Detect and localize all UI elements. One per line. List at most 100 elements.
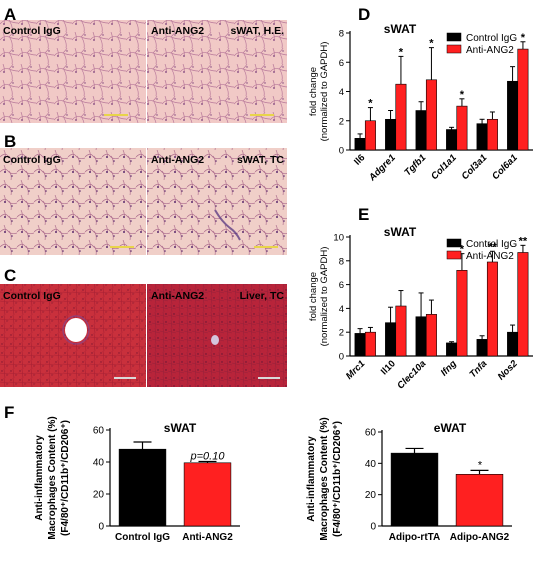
y-axis-label: (normalized to GAPDH) <box>319 42 330 142</box>
bar <box>476 123 488 151</box>
panel-letter: E <box>358 205 369 224</box>
histology-image-treatment <box>147 148 287 255</box>
y-tick-label: 4 <box>339 87 344 98</box>
histology-image-treatment <box>147 284 287 387</box>
y-tick-label: 20 <box>365 490 377 501</box>
panel-letter: A <box>4 5 16 24</box>
histology-image-control <box>0 20 146 123</box>
bar <box>425 79 437 151</box>
bar <box>364 120 376 151</box>
significance-marker: * <box>368 98 373 110</box>
x-tick-label: Il6 <box>352 152 367 167</box>
bar <box>425 314 437 357</box>
image-label-left: Control IgG <box>3 154 61 166</box>
y-tick-label: 8 <box>339 29 344 40</box>
x-tick-label: Il10 <box>379 358 398 377</box>
y-tick-label: 8 <box>339 256 344 267</box>
y-tick-label: 10 <box>333 233 344 244</box>
x-tick-label: Ifng <box>439 358 459 378</box>
scale-bar <box>104 114 128 116</box>
bar <box>456 105 468 151</box>
panel-a: A Control IgG Anti-ANG2 sWAT, H.E. <box>0 5 287 123</box>
y-tick-label: 40 <box>365 459 377 470</box>
significance-marker: * <box>399 46 404 58</box>
panel-letter: D <box>358 5 370 24</box>
y-tick-label: 60 <box>365 428 377 439</box>
image-label-right: Anti-ANG2 <box>151 154 204 166</box>
significance-marker: * <box>521 32 526 44</box>
y-tick-label: 6 <box>339 58 344 69</box>
bar <box>415 316 427 357</box>
x-tick-label: Control IgG <box>115 532 170 543</box>
legend-swatch <box>446 238 462 248</box>
bar <box>385 118 397 151</box>
panel-letter: C <box>4 266 16 285</box>
bar <box>507 80 519 151</box>
panel-c: C Control IgG Anti-ANG2 Liver, TC <box>0 266 287 387</box>
image-divider <box>146 20 147 123</box>
chart-title: sWAT <box>384 22 417 36</box>
bar <box>486 118 498 151</box>
bar <box>446 342 458 357</box>
bar <box>385 322 397 357</box>
histology-image-control <box>0 148 146 255</box>
bar <box>476 339 488 357</box>
chart-title: eWAT <box>434 421 467 435</box>
y-tick-label: 4 <box>339 304 344 315</box>
scale-bar <box>258 377 280 379</box>
x-tick-label: Clec10a <box>395 358 428 391</box>
image-label-left: Control IgG <box>3 290 61 302</box>
y-tick-label: 6 <box>339 280 344 291</box>
x-tick-label: Adgre1 <box>366 152 398 184</box>
legend-swatch <box>446 250 462 260</box>
central-vein <box>65 318 87 342</box>
scale-bar <box>250 114 274 116</box>
y-axis-label: Anti-inflammatory <box>306 436 317 522</box>
y-tick-label: 0 <box>98 522 104 533</box>
y-axis-label: Anti-inflammatory <box>34 435 45 521</box>
significance-marker: ** <box>519 235 528 247</box>
y-axis-label: (F4/80⁺/CD11b⁺/CD206⁺) <box>332 421 343 537</box>
y-tick-label: 0 <box>370 522 376 533</box>
legend-label: Control IgG <box>466 239 517 250</box>
y-tick-label: 2 <box>339 116 344 127</box>
x-tick-label: Col3a1 <box>460 152 490 182</box>
y-tick-label: 40 <box>93 458 105 469</box>
image-divider <box>146 284 147 387</box>
y-axis-label: Macrophages Content (%) <box>47 416 58 539</box>
bar <box>456 270 468 357</box>
legend-label: Anti-ANG2 <box>466 45 514 56</box>
x-tick-label: Col1a1 <box>429 152 459 182</box>
bar <box>390 452 439 527</box>
image-label-left: Control IgG <box>3 25 61 37</box>
bar <box>118 448 167 527</box>
image-tag: sWAT, TC <box>237 154 284 166</box>
bar <box>395 83 407 151</box>
y-tick-label: 2 <box>339 328 344 339</box>
chart-title: sWAT <box>384 225 417 239</box>
bar <box>455 473 504 527</box>
bar <box>395 305 407 357</box>
chart-title: sWAT <box>164 421 197 435</box>
bar <box>517 252 529 357</box>
x-tick-label: Nos2 <box>496 358 521 383</box>
image-tag: Liver, TC <box>240 290 285 302</box>
significance-marker: * <box>477 459 482 471</box>
y-axis-label: (normalized to GAPDH) <box>319 247 330 347</box>
panel-letter: B <box>4 132 16 151</box>
bar <box>507 331 519 357</box>
significance-marker: * <box>429 38 434 50</box>
legend-swatch <box>446 44 462 54</box>
legend-label: Anti-ANG2 <box>466 251 514 262</box>
significance-marker: ** <box>488 241 497 253</box>
bar <box>486 261 498 357</box>
significance-marker: p=0.10 <box>190 451 226 463</box>
panel-letter: F <box>4 403 14 422</box>
y-tick-label: 60 <box>93 426 105 437</box>
y-axis-label: fold change <box>308 272 319 321</box>
x-tick-label: Adipo-rtTA <box>389 532 440 543</box>
